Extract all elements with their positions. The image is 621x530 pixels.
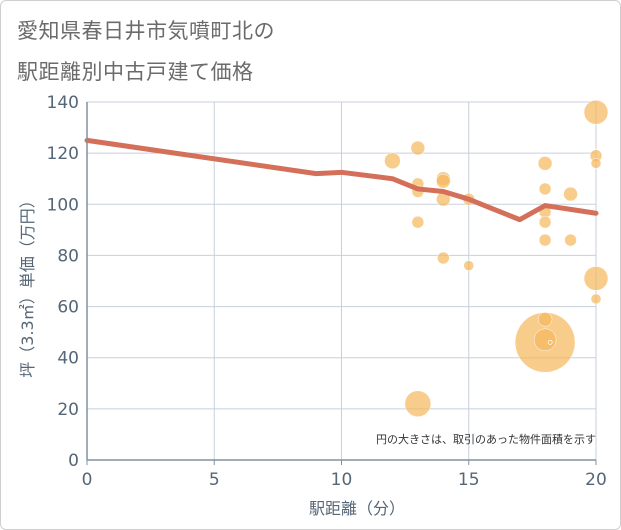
data-bubble — [533, 328, 557, 352]
x-tick-label: 15 — [458, 470, 480, 490]
data-bubble — [436, 174, 451, 189]
data-bubble — [563, 186, 578, 202]
data-bubble — [538, 182, 552, 196]
data-bubble — [583, 99, 609, 125]
y-tick-label: 20 — [57, 400, 79, 420]
chart-title-line-1: 愛知県春日井市気噴町北の — [17, 19, 275, 43]
chart-title-line-2: 駅距離別中古戸建て価格 — [17, 60, 254, 84]
y-tick-label: 60 — [57, 298, 79, 318]
y-axis-title: 坪（3.3㎡）単価（万円） — [18, 192, 37, 377]
data-bubble — [404, 390, 432, 417]
x-tick-label: 10 — [331, 470, 353, 490]
data-bubble — [564, 233, 577, 247]
data-bubble — [538, 215, 552, 229]
data-bubble — [590, 158, 602, 169]
y-tick-label: 40 — [57, 349, 79, 369]
y-tick-label: 120 — [47, 144, 79, 164]
data-bubble — [583, 266, 609, 291]
data-bubble — [590, 293, 602, 305]
trend-line — [84, 137, 599, 223]
data-bubble — [410, 140, 426, 156]
data-bubble — [538, 233, 552, 247]
x-tick-label: 0 — [82, 470, 93, 490]
chart-note: 円の大きさは、取引のあった物件面積を示す — [376, 432, 596, 446]
x-tick-label: 20 — [585, 470, 607, 490]
data-bubble — [384, 152, 401, 170]
data-bubble — [411, 215, 425, 229]
data-bubble — [463, 260, 474, 271]
y-tick-label: 100 — [47, 195, 79, 215]
data-bubble — [537, 312, 553, 327]
y-tick-label: 140 — [47, 93, 79, 113]
data-bubble — [437, 251, 450, 265]
y-tick-label: 0 — [68, 451, 79, 471]
x-axis-title: 駅距離（分） — [309, 499, 405, 518]
data-bubble — [547, 339, 553, 345]
y-tick-label: 80 — [57, 246, 79, 266]
data-bubble — [537, 156, 553, 171]
x-tick-label: 5 — [209, 470, 220, 490]
